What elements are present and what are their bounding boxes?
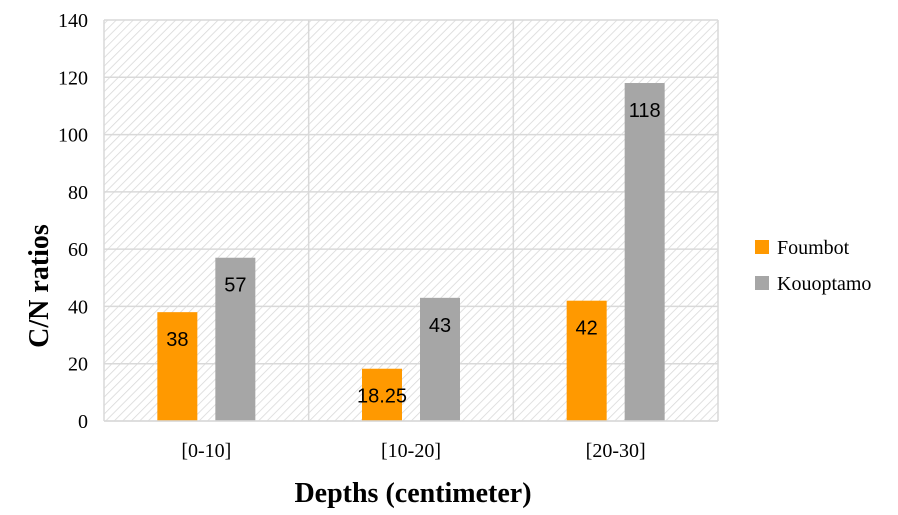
bar-kouoptamo-2 [624, 83, 665, 421]
y-tick-label: 80 [68, 182, 88, 204]
data-label: 57 [224, 275, 246, 297]
y-tick-label: 0 [78, 411, 88, 433]
y-tick-label: 20 [68, 354, 88, 376]
bar-foumbot-2 [566, 300, 607, 421]
y-tick-label: 120 [58, 67, 88, 89]
x-tick-label: [10-20] [381, 440, 441, 462]
x-tick-label: [0-10] [181, 440, 231, 462]
gridlines [103, 19, 719, 422]
y-tick-label: 40 [68, 296, 88, 318]
plot-area [104, 20, 718, 421]
bar-kouoptamo-1 [420, 297, 460, 421]
data-labels: 38 57 18.25 43 42 118 [166, 100, 660, 408]
data-label: 38 [166, 329, 188, 351]
bars [157, 83, 665, 421]
legend-swatch-kouoptamo [755, 276, 769, 290]
legend: Foumbot Kouoptamo [755, 237, 871, 295]
legend-label-foumbot: Foumbot [777, 237, 850, 259]
bar-kouoptamo-0 [215, 257, 256, 421]
y-axis-title: C/N ratios [24, 224, 55, 348]
data-label: 42 [576, 318, 598, 340]
x-axis-title: Depths (centimeter) [294, 478, 531, 509]
legend-swatch-foumbot [755, 240, 769, 254]
y-tick-label: 100 [58, 125, 88, 147]
y-tick-label: 140 [58, 10, 88, 32]
bar-foumbot-1 [362, 368, 402, 421]
data-label: 118 [629, 100, 661, 122]
x-tick-label: [20-30] [586, 440, 646, 462]
legend-label-kouoptamo: Kouoptamo [777, 273, 871, 295]
data-label: 18.25 [357, 386, 407, 408]
bar-foumbot-0 [157, 312, 198, 421]
axes: 0 20 40 60 80 100 120 140 [0-10] [10-20] [20-30] [58, 10, 718, 462]
data-label: 43 [429, 315, 451, 337]
y-tick-label: 60 [68, 239, 88, 261]
